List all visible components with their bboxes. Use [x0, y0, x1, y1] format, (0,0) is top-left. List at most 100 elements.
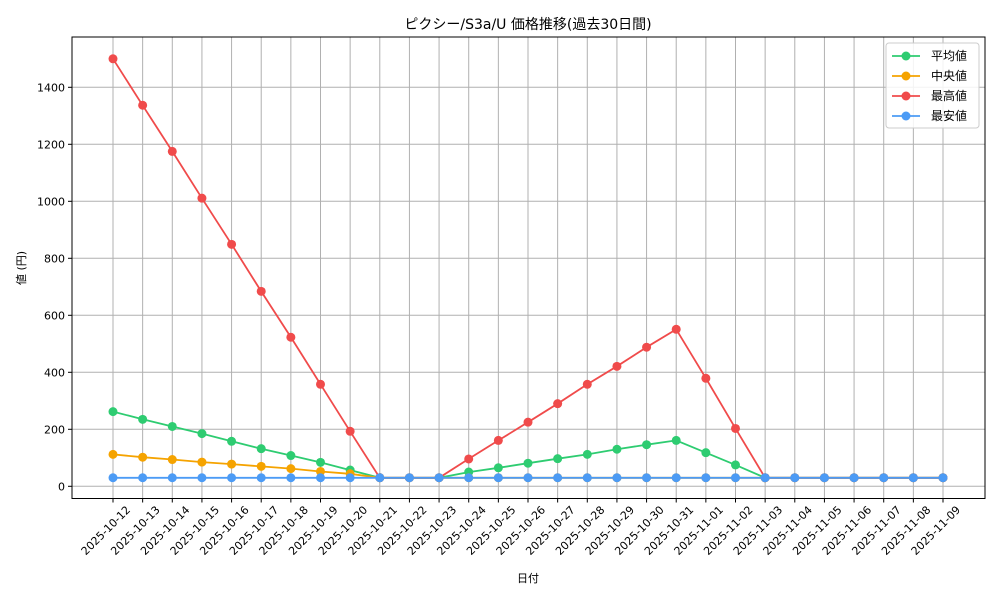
data-point: [316, 457, 325, 467]
data-point: [227, 239, 237, 249]
data-point: [375, 473, 385, 483]
data-point: [731, 423, 740, 433]
data-point: [167, 455, 177, 465]
data-point: [256, 473, 266, 483]
legend-marker: [901, 111, 911, 121]
grid-lines: [72, 37, 985, 499]
y-tick-label: 800: [44, 252, 65, 265]
data-point: [286, 473, 296, 483]
data-point: [523, 417, 533, 427]
data-point: [256, 444, 266, 454]
data-point: [138, 414, 148, 424]
legend-label: 平均値: [931, 48, 967, 63]
data-point: [731, 460, 740, 470]
data-point: [167, 473, 177, 483]
data-point: [612, 444, 622, 454]
data-point: [316, 473, 325, 483]
data-point: [731, 473, 740, 483]
data-point: [819, 473, 829, 483]
data-point: [671, 435, 681, 445]
data-point: [642, 473, 652, 483]
data-point: [523, 473, 533, 483]
data-point: [108, 407, 118, 417]
data-point: [345, 473, 355, 483]
data-point: [701, 473, 711, 483]
data-point: [197, 457, 207, 467]
data-point: [286, 332, 296, 342]
y-tick-label: 400: [44, 366, 65, 379]
data-point: [671, 324, 681, 334]
data-point: [256, 286, 266, 296]
data-point: [434, 473, 444, 483]
legend-marker: [901, 91, 911, 101]
data-point: [553, 454, 563, 464]
data-point: [701, 448, 711, 458]
data-point: [256, 461, 266, 471]
data-point: [642, 440, 652, 450]
y-tick-label: 600: [44, 309, 65, 322]
data-point: [582, 449, 592, 459]
data-point: [345, 426, 355, 436]
data-point: [286, 451, 296, 461]
data-point: [197, 429, 207, 439]
data-point: [849, 473, 859, 483]
data-point: [879, 473, 889, 483]
data-point: [167, 146, 177, 156]
data-point: [197, 193, 207, 203]
data-point: [138, 452, 148, 462]
data-point: [227, 473, 237, 483]
data-point: [108, 473, 118, 483]
data-point: [582, 473, 592, 483]
data-point: [108, 449, 118, 459]
data-point: [790, 473, 800, 483]
y-tick-label: 0: [58, 480, 65, 493]
y-axis-label: 値 (円): [15, 251, 28, 285]
y-tick-label: 1000: [37, 195, 65, 208]
data-series: [108, 54, 948, 483]
legend-box: [885, 42, 980, 129]
data-point: [108, 54, 118, 64]
legend-marker: [901, 51, 911, 61]
data-point: [553, 399, 563, 409]
data-point: [908, 473, 918, 483]
data-point: [523, 458, 533, 468]
data-point: [760, 473, 770, 483]
data-point: [701, 373, 711, 383]
data-point: [493, 463, 503, 473]
legend-label: 中央値: [931, 68, 967, 83]
legend-marker: [901, 71, 911, 81]
data-point: [138, 100, 148, 110]
data-point: [612, 361, 622, 371]
data-point: [642, 342, 652, 352]
x-axis-label: 日付: [517, 572, 539, 585]
data-point: [553, 473, 563, 483]
data-point: [582, 379, 592, 389]
legend-label: 最高値: [931, 88, 967, 103]
legend-label: 最安値: [931, 108, 967, 123]
data-point: [227, 436, 237, 446]
data-point: [493, 473, 503, 483]
y-axis-ticks: 0 200 400 600 800 1000 1200 1400: [37, 81, 72, 493]
data-point: [612, 473, 622, 483]
series-3: [108, 473, 948, 483]
chart-title: ピクシー/S3a/U 価格推移(過去30日間): [404, 17, 651, 33]
y-tick-label: 1200: [37, 138, 65, 151]
data-point: [938, 473, 948, 483]
data-point: [227, 459, 237, 469]
data-point: [404, 473, 414, 483]
data-point: [671, 473, 681, 483]
data-point: [167, 421, 177, 431]
y-tick-label: 200: [44, 423, 65, 436]
y-tick-label: 1400: [37, 81, 65, 94]
data-point: [464, 473, 474, 483]
data-point: [316, 379, 325, 389]
data-point: [286, 464, 296, 474]
data-point: [197, 473, 207, 483]
data-point: [138, 473, 148, 483]
data-point: [464, 454, 474, 464]
data-point: [493, 435, 503, 445]
data-point: [316, 466, 325, 476]
